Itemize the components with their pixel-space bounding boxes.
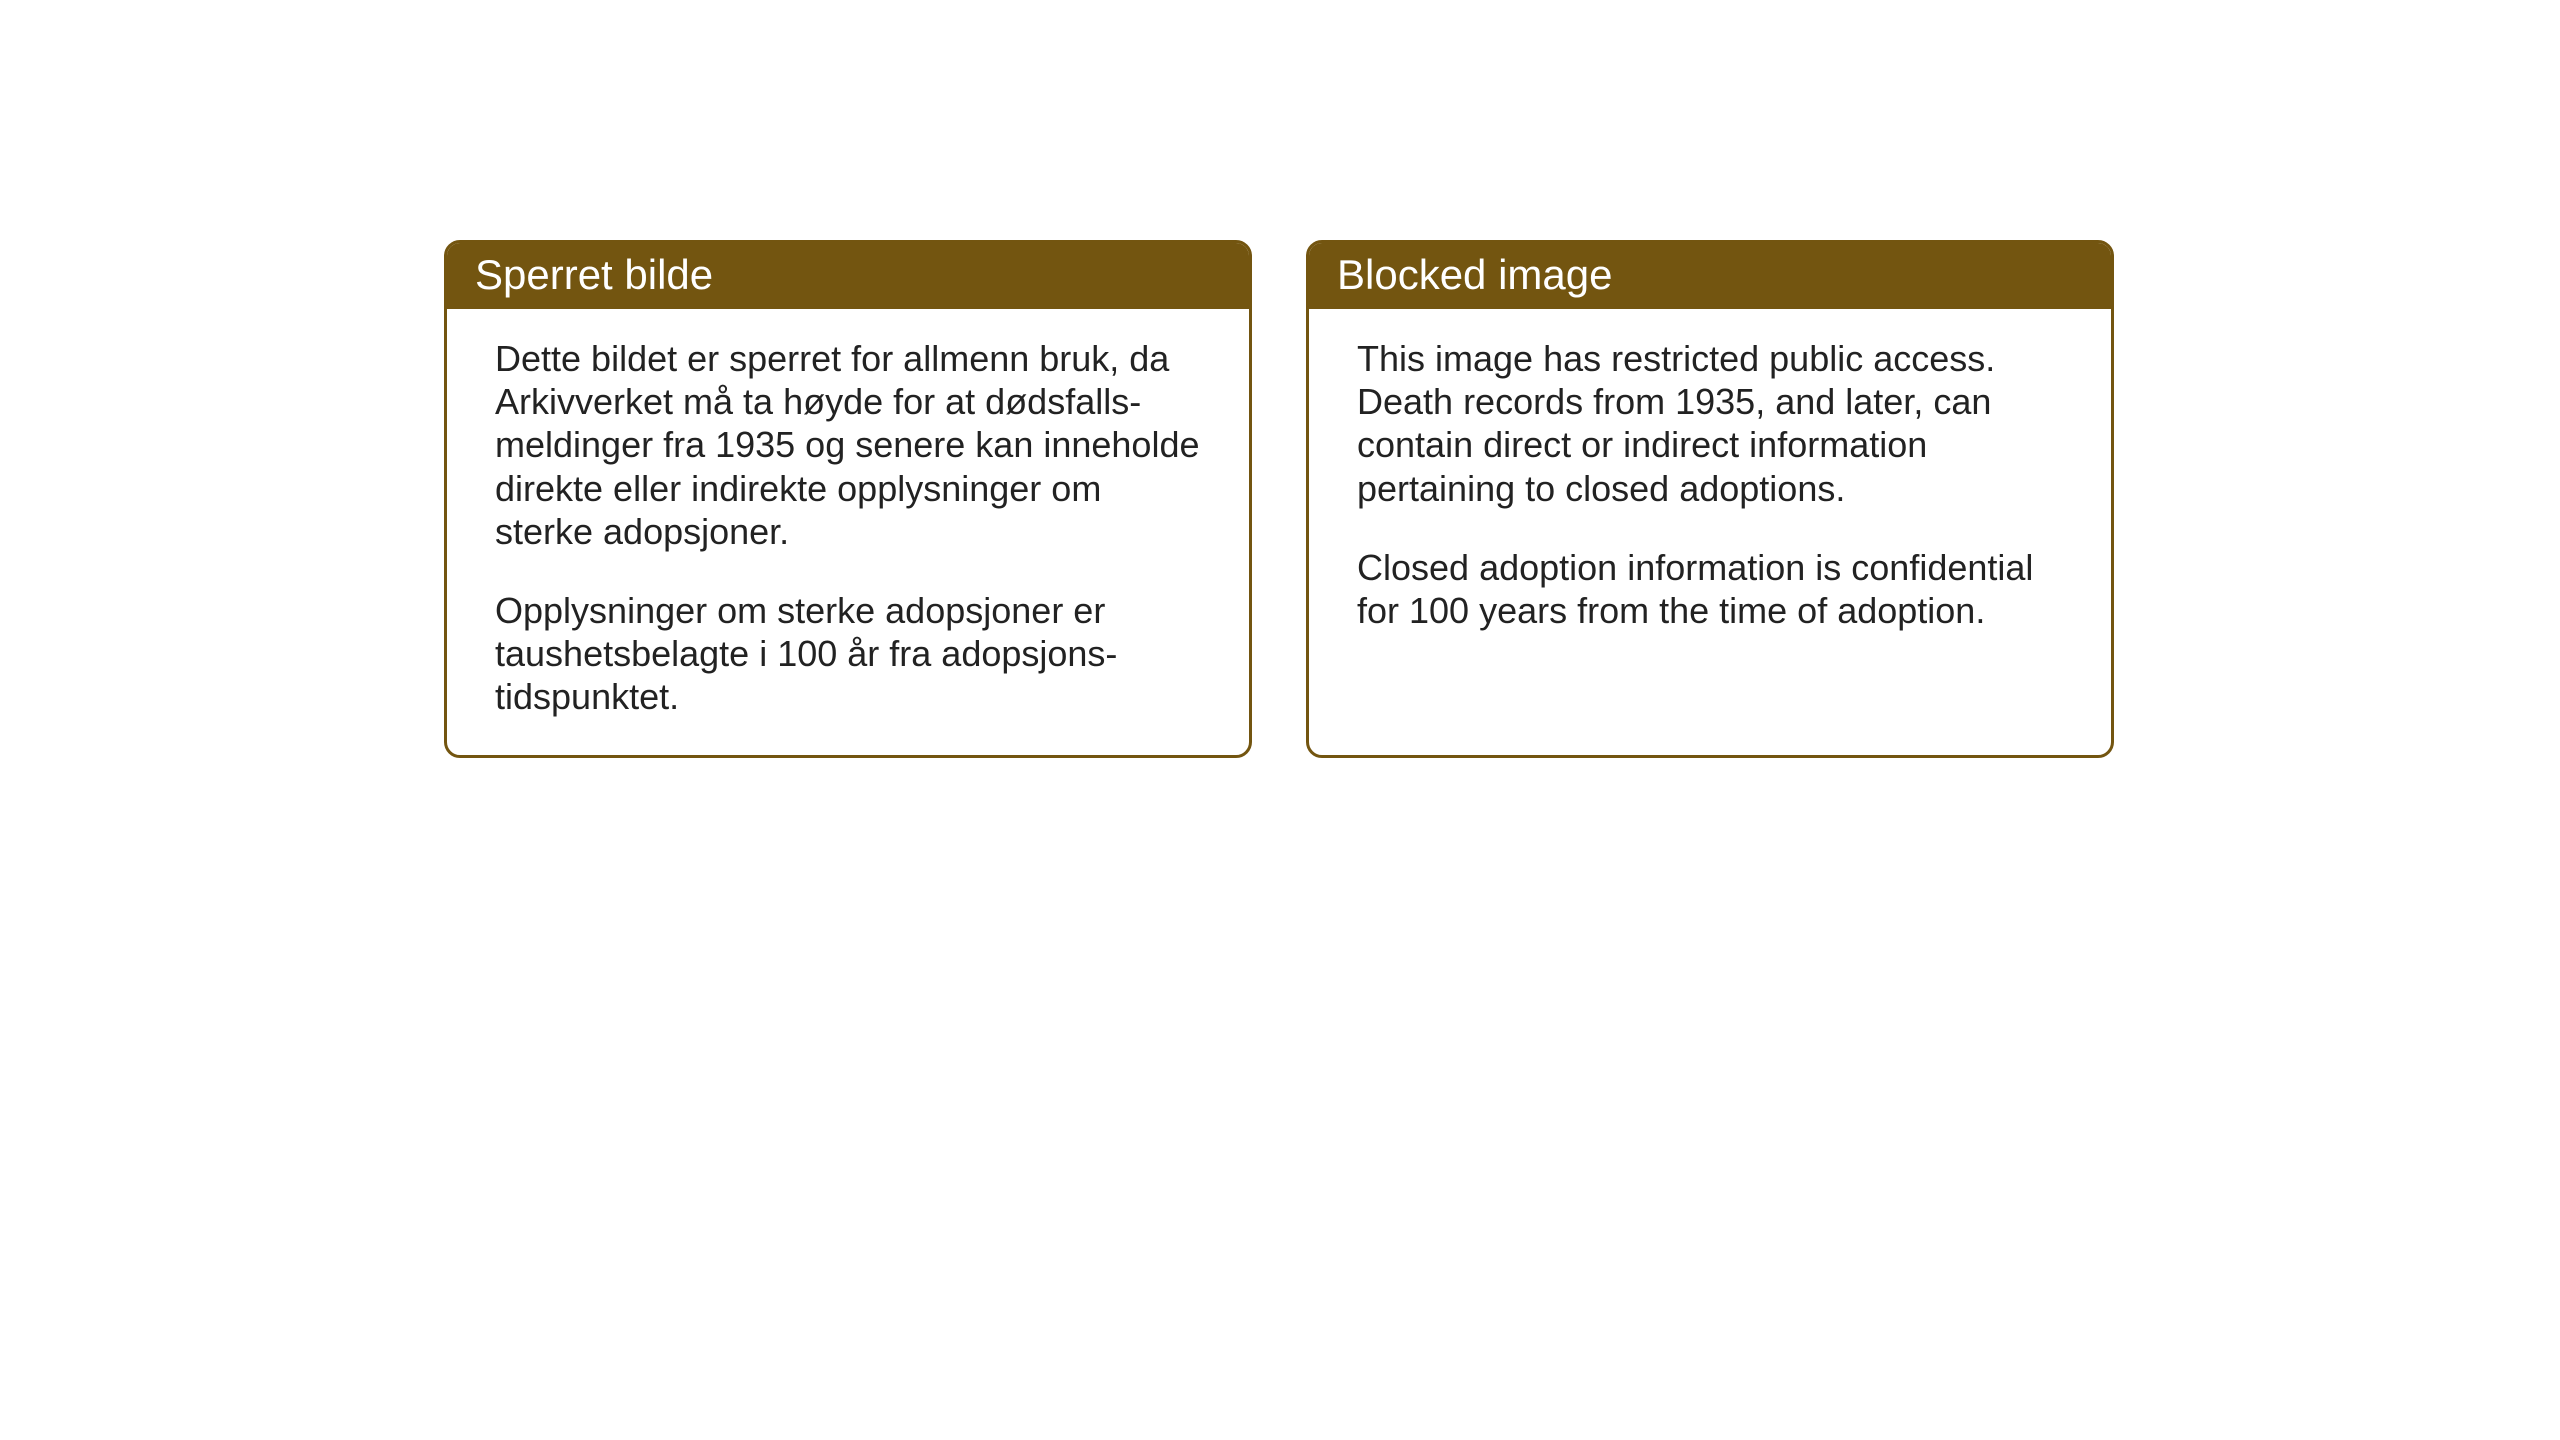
norwegian-notice-card: Sperret bilde Dette bildet er sperret fo… (444, 240, 1252, 758)
english-notice-body: This image has restricted public access.… (1309, 309, 2111, 732)
norwegian-notice-title: Sperret bilde (447, 243, 1249, 309)
english-notice-paragraph-1: This image has restricted public access.… (1357, 337, 2063, 510)
english-notice-title: Blocked image (1309, 243, 2111, 309)
english-notice-paragraph-2: Closed adoption information is confident… (1357, 546, 2063, 632)
norwegian-notice-paragraph-2: Opplysninger om sterke adopsjoner er tau… (495, 589, 1201, 719)
norwegian-notice-body: Dette bildet er sperret for allmenn bruk… (447, 309, 1249, 755)
english-notice-card: Blocked image This image has restricted … (1306, 240, 2114, 758)
notice-container: Sperret bilde Dette bildet er sperret fo… (444, 240, 2114, 758)
norwegian-notice-paragraph-1: Dette bildet er sperret for allmenn bruk… (495, 337, 1201, 553)
